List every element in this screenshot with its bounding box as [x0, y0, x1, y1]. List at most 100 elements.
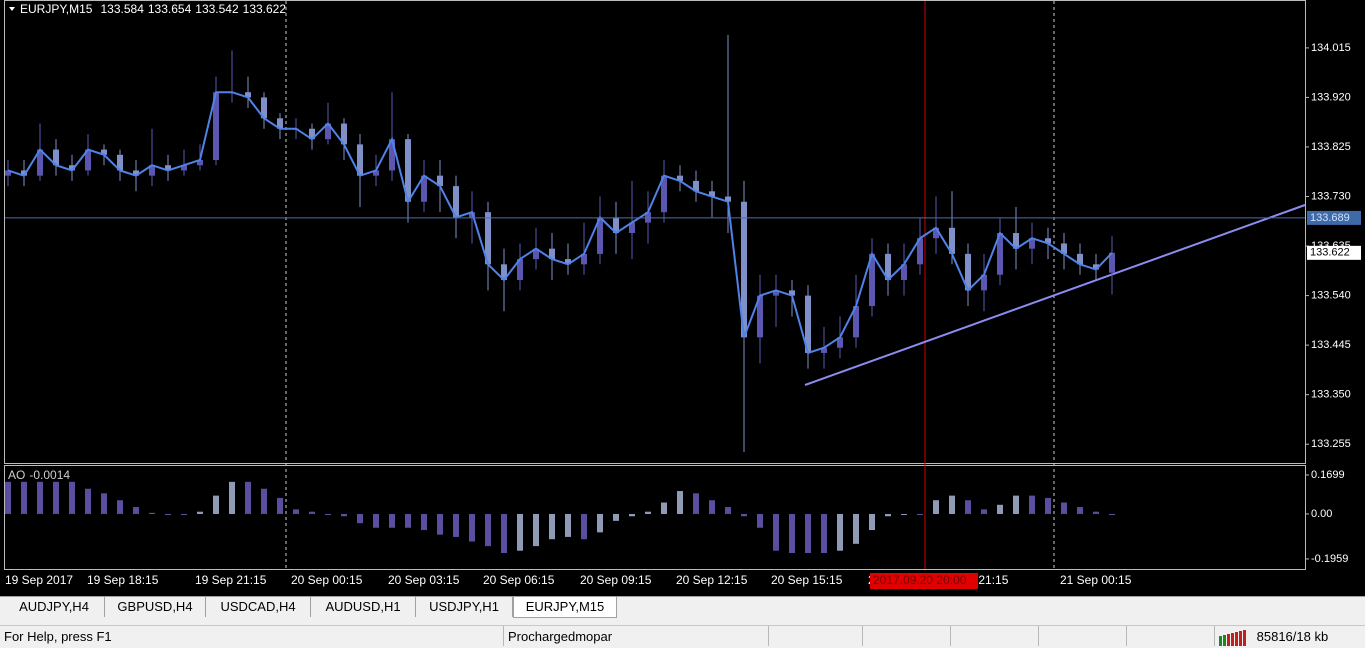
candle-body	[869, 253, 875, 307]
ao-bar	[277, 497, 283, 514]
candle-body	[37, 149, 43, 176]
candle-body	[325, 123, 331, 140]
ao-bar	[309, 511, 315, 514]
indicator-header: AO -0.0014	[8, 468, 70, 482]
chart-tab[interactable]: AUDUSD,H1	[311, 597, 416, 617]
status-profile: Prochargedmopar	[503, 626, 770, 646]
x-tick-label: 20 Sep 00:15	[291, 573, 363, 587]
candle-body	[693, 180, 699, 192]
y-tick-label: 133.730	[1311, 190, 1351, 202]
y-tick-label: 133.350	[1311, 389, 1351, 401]
candle-body	[597, 217, 603, 254]
candle-body	[581, 253, 587, 265]
candle-body	[1061, 243, 1067, 254]
candle-body	[853, 306, 859, 338]
ao-bar	[661, 502, 667, 514]
y-tick-label: 133.920	[1311, 91, 1351, 103]
bid-box	[1307, 245, 1361, 260]
ao-bar	[933, 500, 939, 514]
chart-tab[interactable]: USDJPY,H1	[416, 597, 513, 617]
ao-bar	[613, 513, 619, 521]
y-tick-label: 0.1699	[1311, 469, 1345, 481]
candle-body	[197, 160, 203, 166]
ao-bar	[725, 507, 731, 514]
ao-bar	[581, 513, 587, 540]
candle-body	[1029, 238, 1035, 249]
cursor-label-box	[870, 573, 978, 589]
ao-bar	[821, 513, 827, 554]
candle-body	[661, 175, 667, 213]
y-tick-label: 133.255	[1311, 438, 1351, 450]
chart-tab[interactable]: EURJPY,M15	[513, 597, 617, 618]
candle-body	[309, 128, 315, 140]
ohlc-close: 133.622	[243, 2, 287, 16]
ao-bar	[53, 481, 59, 514]
candle-body	[885, 253, 891, 280]
ao-bar	[165, 513, 171, 515]
signal-icon	[1219, 629, 1246, 646]
candle-body	[997, 233, 1003, 275]
ao-bar	[325, 513, 331, 515]
ao-bar	[197, 511, 203, 514]
y-tick-label: -0.1959	[1311, 553, 1348, 565]
candle-body	[277, 118, 283, 129]
ao-bar	[389, 513, 395, 528]
tab-bar: AUDJPY,H4 GBPUSD,H4 USDCAD,H4 AUDUSD,H1 USDJ…	[0, 596, 1365, 619]
ao-bar	[565, 513, 571, 537]
status-traffic-cell: 85816/18 kb	[1214, 626, 1365, 646]
candle-body	[357, 144, 363, 176]
ao-bar	[117, 500, 123, 514]
candle-body	[213, 92, 219, 161]
ao-bar	[1093, 511, 1099, 514]
price-level-label: 133.689	[1310, 212, 1350, 224]
ao-bar	[261, 488, 267, 514]
y-tick-label: 0.00	[1311, 508, 1332, 520]
candle-body	[981, 274, 987, 291]
ao-bar	[293, 509, 299, 514]
candle-body	[965, 253, 971, 291]
chart-tab[interactable]: AUDJPY,H4	[4, 597, 105, 617]
candle-body	[1077, 253, 1083, 265]
candle-body	[741, 201, 747, 338]
ao-bar	[981, 509, 987, 514]
status-traffic: 85816/18 kb	[1256, 629, 1329, 644]
candle-body	[69, 165, 75, 171]
chart: EURJPY,M15 133.584 133.654 133.542 133.622 A…	[0, 0, 1365, 596]
ao-bar	[965, 500, 971, 514]
status-cell	[1038, 626, 1127, 646]
cursor-label: 2017.09.20 20:00	[873, 573, 967, 587]
chart-header: EURJPY,M15 133.584 133.654 133.542 133.622	[20, 2, 286, 16]
candle-body	[901, 264, 907, 280]
ao-bar	[373, 513, 379, 528]
ao-bar	[517, 513, 523, 551]
candle-body	[373, 170, 379, 176]
x-tick-label: 19 Sep 21:15	[195, 573, 267, 587]
candle-body	[709, 191, 715, 197]
ao-bar	[21, 481, 27, 514]
candle-body	[533, 248, 539, 260]
ohlc-high: 133.654	[148, 2, 192, 16]
ao-bar	[805, 513, 811, 554]
candle-body	[1093, 264, 1099, 270]
candle-body	[501, 264, 507, 280]
main-pane	[4, 0, 1306, 464]
candle-body	[773, 290, 779, 296]
candle-body	[245, 92, 251, 98]
candle-body	[53, 149, 59, 166]
chart-tab[interactable]: GBPUSD,H4	[105, 597, 206, 617]
candle-body	[1045, 238, 1051, 244]
collapse-icon	[9, 7, 15, 11]
ao-bar	[37, 481, 43, 514]
candle-body	[565, 259, 571, 265]
ao-bar	[741, 513, 747, 517]
ao-bar	[501, 513, 507, 554]
close-line	[7, 91, 1113, 355]
candle-body	[149, 165, 155, 176]
ohlc-low: 133.542	[195, 2, 239, 16]
ao-bar	[885, 513, 891, 517]
ao-bar	[869, 513, 875, 531]
candle-body	[117, 154, 123, 171]
chart-tab[interactable]: USDCAD,H4	[206, 597, 311, 617]
candle-body	[261, 97, 267, 119]
